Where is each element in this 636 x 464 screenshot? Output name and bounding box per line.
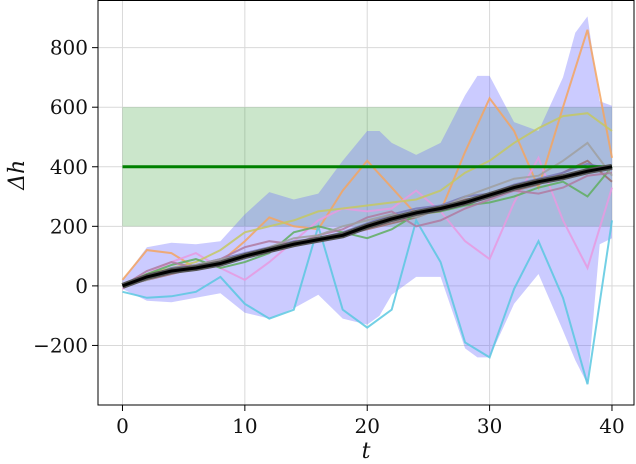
x-tick-label: 20 [354, 414, 379, 438]
y-axis-ticks: −200 0 200 400 600 800 [33, 36, 98, 357]
y-tick-label: 400 [50, 155, 88, 179]
series-line-2 [122, 217, 613, 385]
x-tick-label: 0 [116, 414, 129, 438]
x-axis-ticks: 0 10 20 30 40 [116, 405, 625, 438]
x-axis-label: t [362, 439, 371, 464]
x-tick-label: 10 [232, 414, 257, 438]
mean-line [121, 163, 613, 289]
y-tick-label: 200 [50, 214, 88, 238]
y-tick-label: −200 [33, 333, 88, 357]
confidence-band [122, 16, 612, 385]
mean-line-path [121, 165, 613, 288]
plot-frame [97, 0, 635, 406]
series-line-4 [122, 112, 613, 287]
y-tick-label: 600 [50, 95, 88, 119]
y-axis-label: Δh [5, 160, 30, 191]
y-tick-label: 800 [50, 36, 88, 60]
y-tick-label: 0 [75, 274, 88, 298]
x-tick-label: 40 [599, 414, 624, 438]
series-line-9 [122, 141, 613, 287]
confidence-band-area [122, 16, 612, 385]
x-tick-label: 30 [477, 414, 502, 438]
